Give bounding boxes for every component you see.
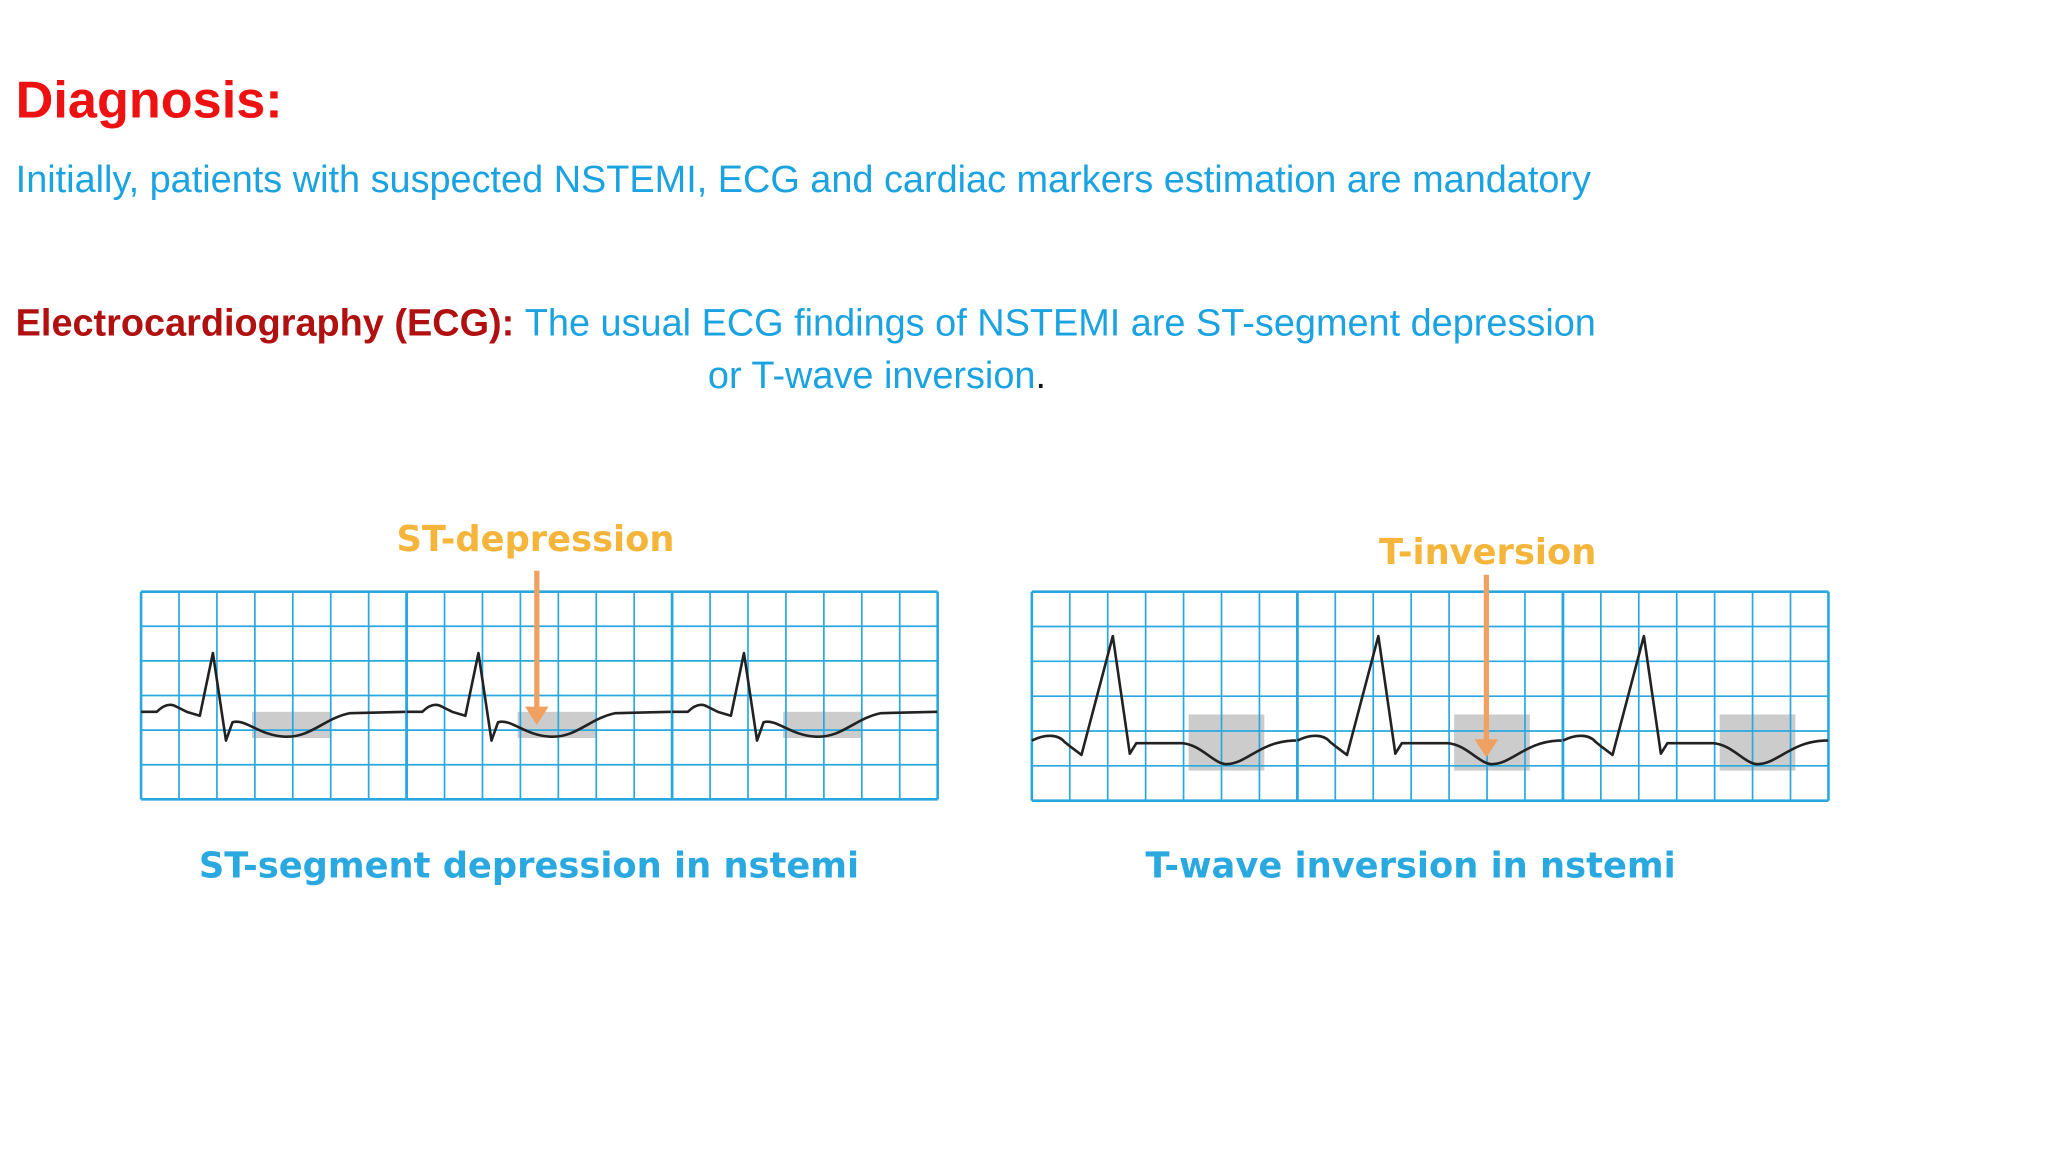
ecg-trace <box>141 651 407 742</box>
arrow-head <box>525 706 549 725</box>
ecg-trace <box>1562 634 1829 766</box>
ecg-trace <box>672 651 938 742</box>
ecg-trace <box>1296 634 1563 766</box>
annotation: T-inversion <box>1379 532 1596 573</box>
ecg-line-1: Electrocardiography (ECG): The usual ECG… <box>16 303 1596 345</box>
ecg-line-2: or T-wave inversion. <box>708 355 1046 397</box>
annotation: ST-depression <box>397 519 675 560</box>
ecg-text: or T-wave inversion <box>708 355 1036 397</box>
intro: Initially, patients with suspected NSTEM… <box>16 159 1591 201</box>
st-highlight <box>1719 714 1796 771</box>
caption: T-wave inversion in nstemi <box>1146 846 1676 887</box>
ecg-figures <box>139 570 1830 802</box>
ecg-trace <box>1031 634 1297 766</box>
st-highlight <box>517 711 596 738</box>
title: Diagnosis: <box>16 72 283 130</box>
st-highlight <box>1188 714 1265 771</box>
arrow-head <box>1474 739 1499 758</box>
ecg-panel <box>670 590 939 801</box>
st-highlight <box>252 711 331 738</box>
ecg-text: The usual ECG findings of NSTEMI are ST-… <box>525 303 1596 345</box>
st-highlight <box>783 711 862 738</box>
ecg-panel <box>1561 590 1830 802</box>
ecg-trace <box>406 651 672 742</box>
caption: ST-segment depression in nstemi <box>199 846 859 887</box>
ecg-period: . <box>1035 355 1046 397</box>
ecg-label: Electrocardiography (ECG): <box>16 303 515 345</box>
